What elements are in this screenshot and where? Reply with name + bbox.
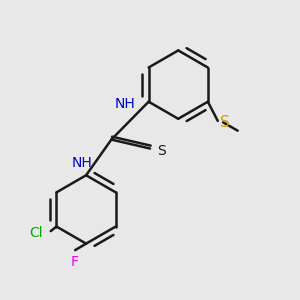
Text: F: F [71, 255, 79, 268]
Text: S: S [220, 115, 230, 130]
Text: NH: NH [114, 97, 135, 111]
Text: NH: NH [71, 156, 92, 170]
Text: S: S [158, 144, 166, 158]
Text: Cl: Cl [29, 226, 42, 240]
